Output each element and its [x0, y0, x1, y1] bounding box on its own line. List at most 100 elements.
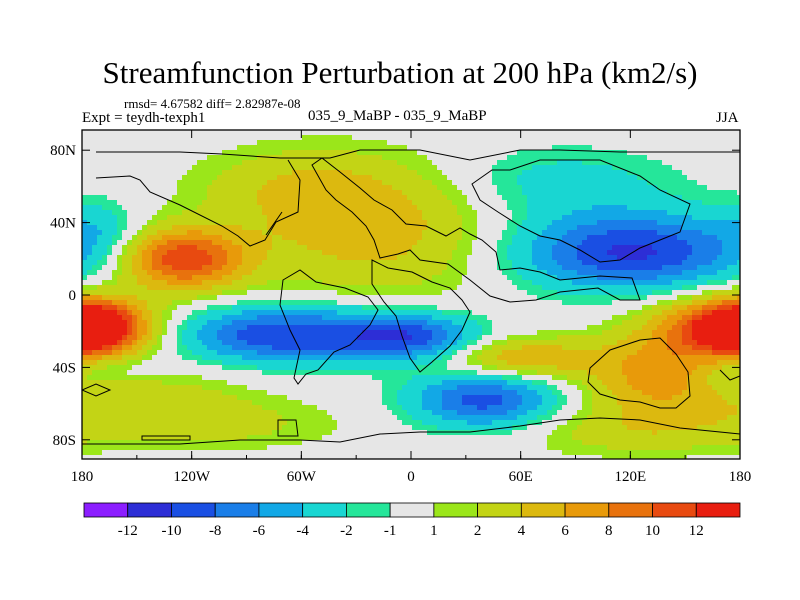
field-cell — [672, 300, 678, 306]
field-cell — [127, 140, 133, 146]
field-cell — [297, 270, 303, 276]
field-cell — [692, 275, 698, 281]
field-cell — [487, 280, 493, 286]
field-cell — [147, 265, 153, 271]
field-cell — [197, 135, 203, 141]
field-cell — [177, 220, 183, 226]
field-cell — [512, 310, 518, 316]
field-cell — [677, 255, 683, 261]
field-cell — [197, 175, 203, 181]
field-cell — [567, 220, 573, 226]
field-cell — [442, 155, 448, 161]
field-cell — [257, 165, 263, 171]
field-cell — [182, 275, 188, 281]
field-cell — [202, 195, 208, 201]
field-cell — [622, 175, 628, 181]
field-cell — [552, 210, 558, 216]
field-cell — [187, 285, 193, 291]
field-cell — [462, 140, 468, 146]
field-cell — [117, 215, 123, 221]
field-cell — [457, 255, 463, 261]
field-cell — [132, 200, 138, 206]
field-cell — [212, 280, 218, 286]
field-cell — [537, 275, 543, 281]
field-cell — [582, 135, 588, 141]
field-cell — [442, 265, 448, 271]
field-cell — [682, 145, 688, 151]
field-cell — [412, 270, 418, 276]
field-cell — [377, 245, 383, 251]
field-cell — [512, 200, 518, 206]
field-cell — [112, 130, 118, 136]
field-cell — [252, 295, 258, 301]
field-cell — [462, 255, 468, 261]
field-cell — [147, 165, 153, 171]
field-cell — [97, 160, 103, 166]
field-cell — [112, 210, 118, 216]
field-cell — [617, 135, 623, 141]
field-cell — [482, 180, 488, 186]
field-cell — [97, 255, 103, 261]
field-cell — [202, 295, 208, 301]
field-cell — [597, 225, 603, 231]
field-cell — [142, 225, 148, 231]
field-cell — [97, 305, 103, 311]
field-cell — [252, 175, 258, 181]
field-cell — [492, 275, 498, 281]
field-cell — [587, 170, 593, 176]
field-cell — [622, 170, 628, 176]
field-cell — [382, 270, 388, 276]
field-cell — [707, 155, 713, 161]
field-cell — [462, 135, 468, 141]
field-cell — [607, 260, 613, 266]
field-cell — [517, 310, 523, 316]
field-cell — [617, 190, 623, 196]
field-cell — [267, 260, 273, 266]
field-cell — [542, 175, 548, 181]
field-cell — [267, 285, 273, 291]
field-cell — [652, 225, 658, 231]
field-cell — [492, 315, 498, 321]
field-cell — [307, 290, 313, 296]
field-cell — [462, 155, 468, 161]
field-cell — [527, 205, 533, 211]
field-cell — [617, 300, 623, 306]
field-cell — [227, 145, 233, 151]
field-cell — [682, 295, 688, 301]
field-cell — [397, 190, 403, 196]
field-cell — [372, 190, 378, 196]
field-cell — [242, 195, 248, 201]
field-cell — [387, 245, 393, 251]
field-cell — [217, 210, 223, 216]
field-cell — [317, 215, 323, 221]
field-cell — [412, 285, 418, 291]
field-cell — [427, 190, 433, 196]
field-cell — [682, 220, 688, 226]
field-cell — [472, 310, 478, 316]
field-cell — [662, 260, 668, 266]
field-cell — [362, 255, 368, 261]
field-cell — [317, 315, 323, 321]
field-cell — [362, 200, 368, 206]
field-cell — [562, 190, 568, 196]
field-cell — [357, 315, 363, 321]
field-cell — [517, 185, 523, 191]
field-cell — [587, 145, 593, 151]
field-cell — [422, 210, 428, 216]
field-cell — [122, 135, 128, 141]
field-cell — [252, 230, 258, 236]
field-cell — [412, 240, 418, 246]
field-cell — [137, 160, 143, 166]
field-cell — [602, 150, 608, 156]
field-cell — [317, 235, 323, 241]
field-cell — [297, 135, 303, 141]
field-cell — [517, 305, 523, 311]
field-cell — [177, 270, 183, 276]
field-cell — [392, 220, 398, 226]
field-cell — [627, 165, 633, 171]
field-cell — [452, 240, 458, 246]
field-cell — [87, 210, 93, 216]
field-cell — [207, 220, 213, 226]
field-cell — [697, 265, 703, 271]
field-cell — [117, 140, 123, 146]
